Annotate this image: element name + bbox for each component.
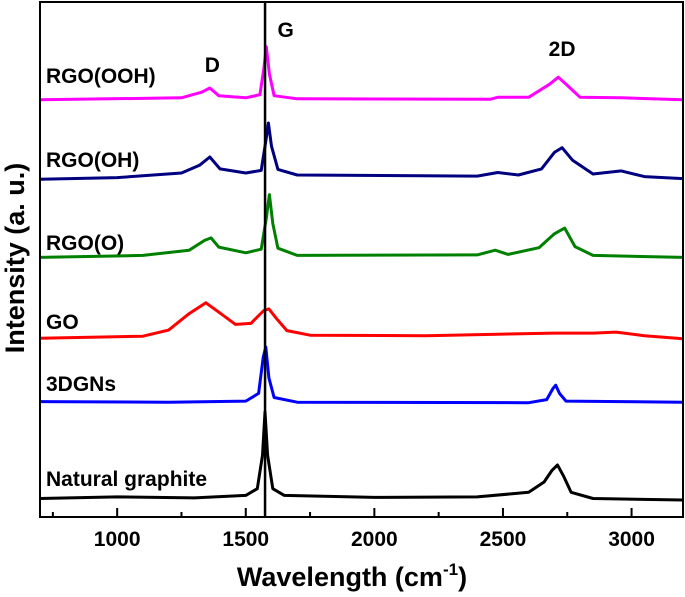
x-tick-label: 2000 bbox=[351, 528, 398, 551]
x-axis-title: Wavelength (cm-1) bbox=[237, 560, 467, 592]
series-line-1 bbox=[39, 345, 684, 405]
peak-label-g: G bbox=[277, 19, 293, 42]
series-label: 3DGNs bbox=[46, 373, 116, 396]
x-axis-title-close: ) bbox=[458, 562, 467, 592]
series-layer bbox=[39, 45, 684, 502]
x-tick-label: 1000 bbox=[94, 528, 141, 551]
series-label: RGO(O) bbox=[46, 232, 124, 255]
peak-label-d: D bbox=[205, 54, 220, 77]
x-tick-label: 1500 bbox=[222, 528, 269, 551]
peak-labels: D G 2D bbox=[205, 19, 576, 77]
series-labels: Natural graphite 3DGNs GO RGO(O) RGO(OH) RGO(… bbox=[46, 65, 207, 491]
series-line-2 bbox=[39, 301, 684, 341]
plot-frame bbox=[39, 1, 684, 518]
x-tick-label: 3000 bbox=[608, 528, 655, 551]
series-line-0 bbox=[39, 410, 684, 502]
x-axis-title-main: Wavelength (cm bbox=[237, 562, 443, 592]
series-label: RGO(OOH) bbox=[46, 65, 156, 88]
y-axis-title: Intensity (a. u.) bbox=[0, 163, 30, 354]
series-line-4 bbox=[39, 121, 684, 181]
series-label: GO bbox=[46, 311, 79, 334]
series-label: Natural graphite bbox=[46, 468, 207, 491]
series-line-3 bbox=[39, 193, 684, 259]
series-line-5 bbox=[39, 45, 684, 102]
x-tick-label: 2500 bbox=[480, 528, 527, 551]
series-label: RGO(OH) bbox=[46, 149, 139, 172]
x-axis-title-sup: -1 bbox=[443, 560, 458, 579]
peak-label-2d: 2D bbox=[549, 38, 576, 61]
x-ticks: 1000 1500 2000 2500 3000 bbox=[51, 508, 655, 551]
